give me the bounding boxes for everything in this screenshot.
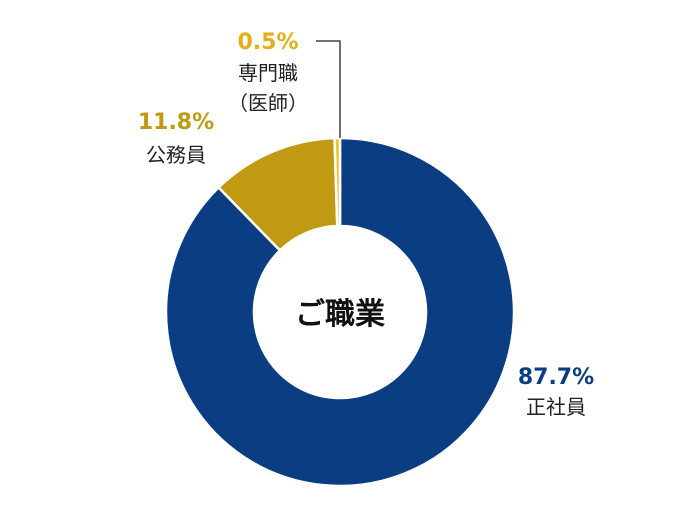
chart-title: ご職業 (295, 297, 385, 332)
donut-hole (254, 226, 426, 398)
slice-category-label-senmonshoku-line1: 専門職 (238, 61, 298, 85)
slice-value-label-komuin: 11.8% (138, 110, 214, 135)
slice-category-label-komuin: 公務員 (146, 143, 206, 167)
leader-line-senmonshoku (316, 40, 341, 138)
slice-value-label-senmonshoku: 0.5% (237, 30, 298, 55)
slice-category-label-seishain: 正社員 (526, 395, 586, 419)
slice-value-label-seishain: 87.7% (518, 365, 594, 390)
slice-category-label-senmonshoku-line2: （医師） (228, 91, 308, 115)
